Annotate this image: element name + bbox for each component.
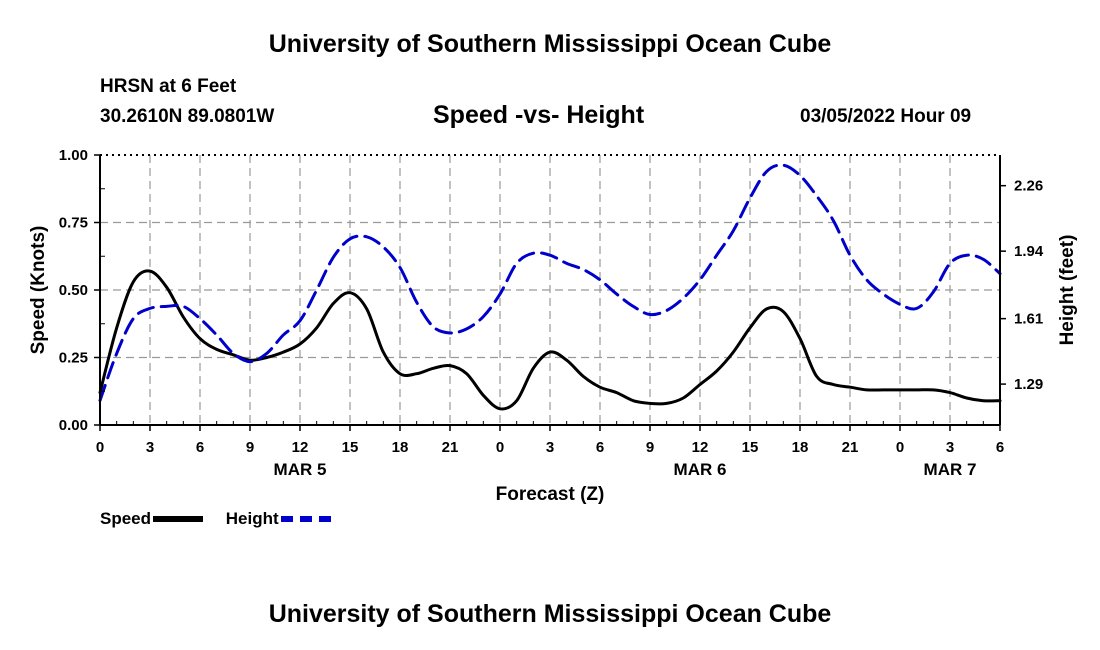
x-tick-label: 0 — [896, 439, 904, 456]
y-left-tick-label: 0.00 — [59, 417, 88, 434]
y-left-tick-label: 0.25 — [59, 350, 88, 367]
x-tick-label: 15 — [742, 439, 759, 456]
y-right-axis-title: Height (feet) — [1057, 235, 1078, 346]
x-tick-label: 18 — [392, 439, 409, 456]
x-tick-label: 18 — [792, 439, 809, 456]
legend-height-label: Height — [225, 509, 279, 528]
y-left-axis-title: Speed (Knots) — [28, 226, 49, 355]
legend: Speed Height — [100, 509, 349, 529]
x-date-label: MAR 5 — [274, 460, 327, 479]
y-right-tick-label: 1.61 — [1014, 311, 1043, 328]
x-tick-label: 0 — [496, 439, 504, 456]
x-tick-label: 21 — [842, 439, 859, 456]
x-date-label: MAR 6 — [674, 460, 727, 479]
y-left-tick-label: 1.00 — [59, 147, 88, 164]
x-tick-label: 3 — [546, 439, 554, 456]
page-title: University of Southern Mississippi Ocean… — [268, 30, 832, 58]
x-tick-label: 3 — [146, 439, 154, 456]
chart-subtitle: Speed -vs- Height — [433, 101, 645, 129]
x-tick-label: 12 — [692, 439, 709, 456]
legend-speed-label: Speed — [100, 509, 152, 528]
x-date-label: MAR 7 — [924, 460, 977, 479]
y-right-tick-label: 2.26 — [1014, 178, 1043, 195]
x-axis-title: Forecast (Z) — [496, 484, 605, 505]
y-left-tick-label: 0.50 — [59, 282, 88, 299]
x-tick-label: 6 — [996, 439, 1004, 456]
x-tick-label: 15 — [342, 439, 359, 456]
legend-speed-swatch — [153, 516, 204, 522]
legend-item-height: Height — [226, 509, 331, 529]
series-height-line — [98, 163, 1002, 402]
y-right-tick-label: 1.94 — [1014, 243, 1044, 260]
legend-height-swatch — [280, 516, 331, 522]
x-tick-label: 0 — [96, 439, 104, 456]
station-label: HRSN at 6 Feet — [100, 76, 237, 97]
x-tick-label: 3 — [946, 439, 954, 456]
coordinates-label: 30.2610N 89.0801W — [100, 106, 275, 127]
forecast-datetime: 03/05/2022 Hour 09 — [800, 106, 972, 127]
legend-item-speed: Speed — [100, 509, 204, 529]
y-right-tick-label: 1.29 — [1014, 376, 1043, 393]
x-tick-label: 12 — [292, 439, 309, 456]
x-tick-label: 6 — [196, 439, 204, 456]
x-tick-label: 6 — [596, 439, 604, 456]
x-tick-label: 9 — [646, 439, 654, 456]
y-left-tick-label: 0.75 — [59, 215, 88, 232]
footer-title: University of Southern Mississippi Ocean… — [268, 600, 832, 628]
x-tick-label: 9 — [246, 439, 254, 456]
x-tick-label: 21 — [442, 439, 459, 456]
